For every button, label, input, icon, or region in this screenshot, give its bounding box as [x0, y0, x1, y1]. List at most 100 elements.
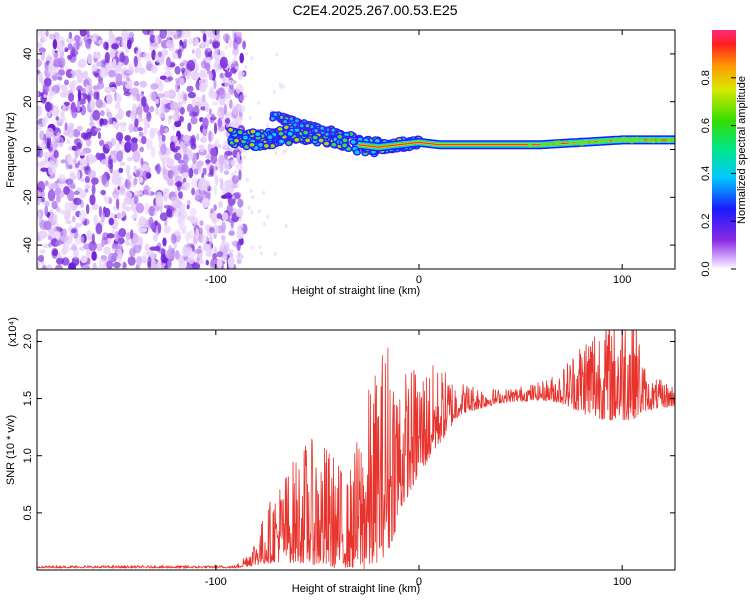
noise-blob	[85, 138, 92, 147]
noise-blob	[72, 215, 76, 223]
noise-blob	[73, 197, 82, 206]
noise-blob	[120, 81, 128, 86]
noise-blob	[64, 79, 69, 86]
noise-blob	[199, 220, 204, 226]
noise-blob	[257, 209, 261, 214]
noise-blob	[175, 81, 181, 93]
noise-blob	[243, 155, 247, 160]
signal-blob-inner	[604, 138, 610, 143]
noise-blob	[132, 95, 137, 101]
spectrogram-x-axis-label: Height of straight line (km)	[292, 285, 420, 297]
noise-blob	[200, 41, 205, 48]
noise-blob	[225, 161, 229, 166]
noise-blob	[65, 209, 71, 218]
signal-blob-inner	[237, 130, 243, 135]
noise-blob	[119, 122, 127, 127]
noise-blob	[224, 242, 230, 253]
noise-blob	[91, 65, 98, 72]
signal-blob-inner	[277, 127, 283, 132]
noise-blob	[56, 36, 66, 45]
noise-blob	[106, 111, 113, 119]
noise-blob	[45, 30, 49, 37]
noise-blob	[213, 247, 217, 254]
signal-blob-inner	[234, 138, 239, 143]
noise-blob	[228, 248, 232, 253]
snr-y-multiplier: (x10⁴)	[7, 317, 19, 347]
noise-blob	[58, 209, 65, 214]
signal-blob-inner	[287, 131, 293, 136]
noise-blob	[139, 80, 147, 88]
noise-blob	[191, 187, 196, 196]
noise-blob	[224, 45, 228, 50]
noise-blob	[37, 198, 41, 206]
noise-blob	[85, 38, 91, 49]
noise-blob	[166, 208, 173, 218]
noise-blob	[182, 144, 188, 154]
noise-blob	[38, 71, 43, 84]
signal-blob-inner	[346, 147, 351, 151]
snr-y-tick-label: 1.0	[22, 448, 34, 463]
noise-blob	[123, 91, 131, 97]
noise-blob	[183, 38, 188, 46]
noise-blob	[202, 167, 207, 176]
noise-blob	[220, 241, 225, 250]
noise-blob	[167, 169, 174, 179]
noise-blob	[182, 172, 189, 179]
noise-blob	[55, 195, 61, 203]
noise-blob	[124, 191, 133, 200]
noise-blob	[183, 69, 192, 77]
noise-blob	[147, 256, 152, 268]
noise-blob	[94, 127, 102, 132]
noise-blob	[50, 228, 59, 239]
noise-blob	[213, 204, 217, 212]
noise-blob	[202, 126, 208, 137]
noise-blob	[191, 177, 199, 189]
noise-blob	[88, 240, 97, 252]
signal-blob-inner	[579, 141, 585, 146]
snr-x-axis-label: Height of straight line (km)	[292, 583, 420, 595]
noise-blob	[112, 121, 117, 128]
signal-blob-inner	[331, 128, 336, 132]
noise-blob	[251, 195, 255, 200]
noise-blob	[75, 222, 83, 228]
noise-blob	[227, 64, 231, 69]
noise-blob	[144, 243, 150, 252]
noise-blob	[236, 151, 241, 164]
noise-blob	[169, 140, 175, 152]
noise-blob	[198, 79, 202, 84]
noise-blob	[184, 181, 188, 187]
noise-blob	[95, 98, 104, 109]
noise-blob	[224, 151, 229, 160]
spectrogram-x-tick-label: -100	[205, 274, 227, 286]
noise-blob	[79, 177, 86, 182]
noise-blob	[209, 35, 213, 44]
noise-blob	[236, 184, 240, 189]
noise-blob	[112, 58, 117, 70]
noise-blob	[161, 134, 166, 142]
noise-blob	[221, 194, 228, 199]
signal-blob-inner	[300, 124, 304, 128]
noise-blob	[223, 170, 230, 176]
noise-blob	[149, 34, 156, 43]
signal-blob-inner	[258, 143, 264, 147]
noise-blob	[97, 131, 101, 140]
noise-blob	[131, 214, 137, 219]
noise-blob	[179, 106, 185, 115]
noise-blob	[126, 76, 130, 82]
noise-blob	[125, 164, 131, 177]
noise-blob	[284, 223, 288, 228]
noise-blob	[60, 110, 65, 119]
noise-blob	[258, 245, 262, 250]
signal-blob-inner	[656, 139, 662, 144]
noise-blob	[278, 82, 282, 87]
noise-blob	[195, 47, 202, 59]
signal-blob-inner	[527, 143, 533, 148]
noise-blob	[174, 229, 181, 237]
noise-blob	[151, 260, 159, 269]
noise-blob	[191, 49, 195, 54]
noise-blob	[39, 161, 48, 166]
noise-blob	[185, 231, 191, 243]
noise-blob	[266, 214, 270, 219]
noise-blob	[250, 245, 254, 250]
noise-blob	[93, 91, 99, 100]
